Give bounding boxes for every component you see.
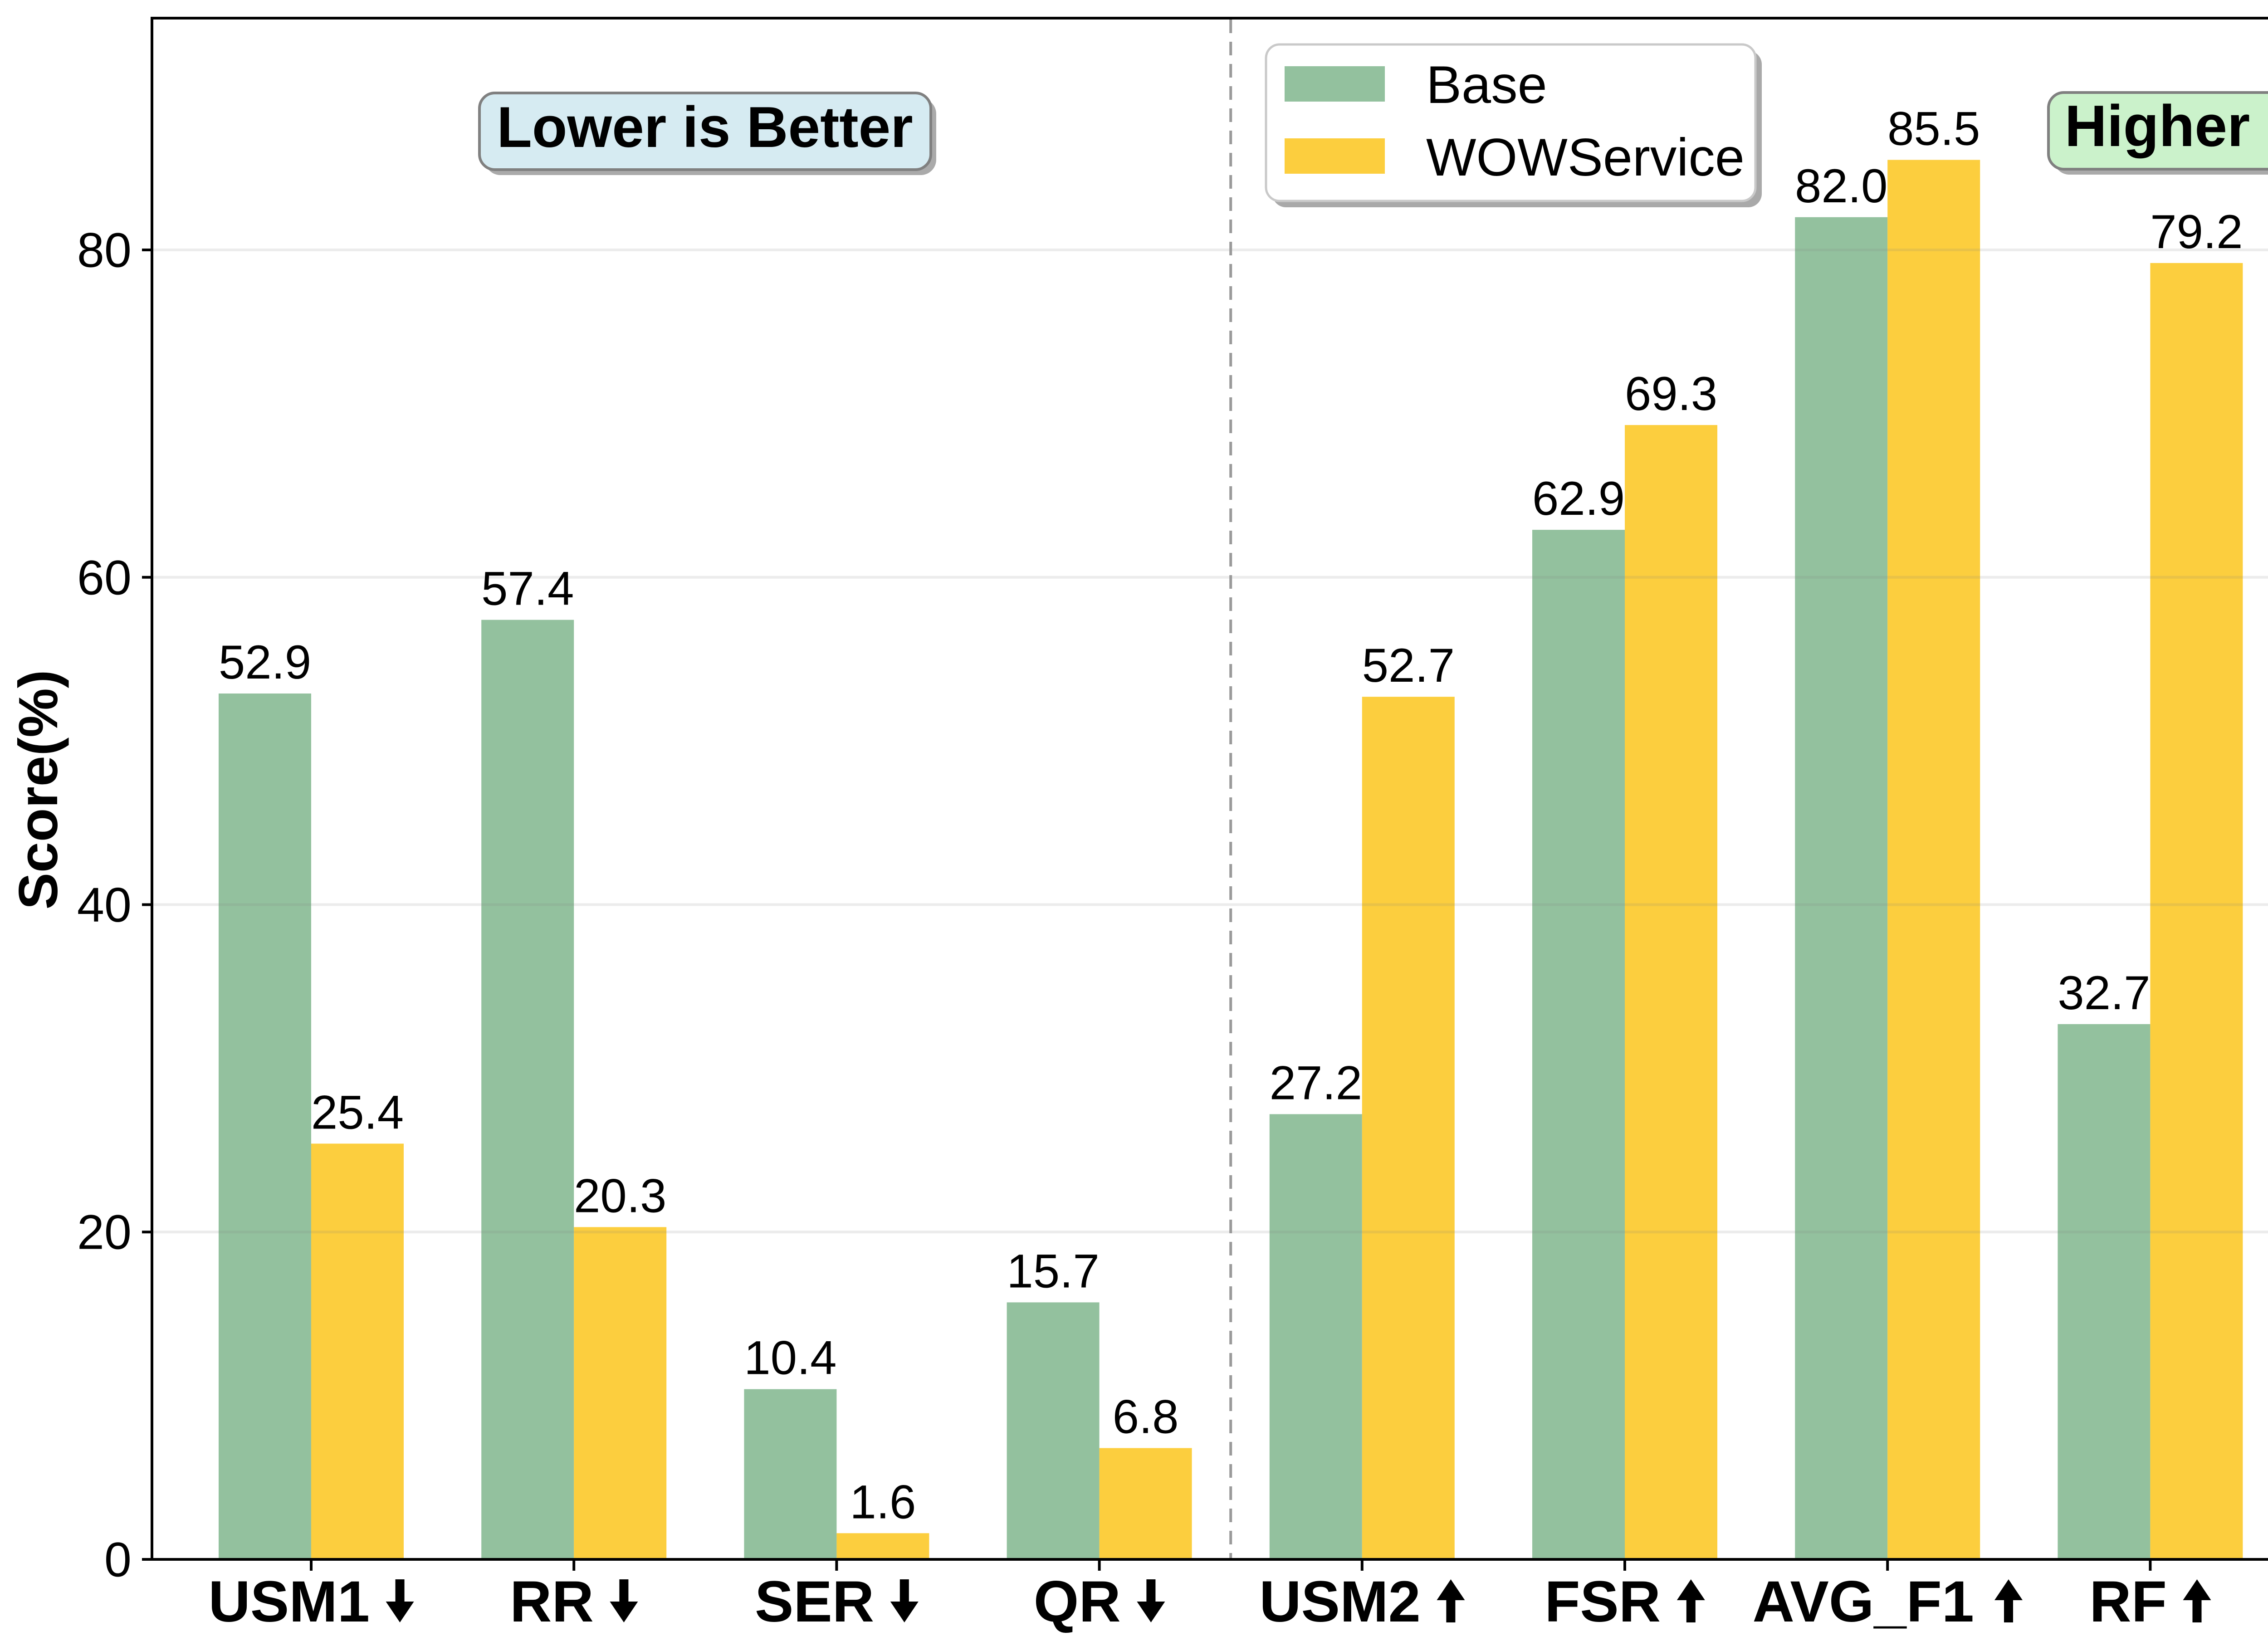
svg-text:USM1: USM1	[208, 1569, 370, 1634]
svg-text:AVG_F1: AVG_F1	[1753, 1569, 1974, 1634]
svg-text:RF: RF	[2089, 1569, 2167, 1634]
svg-text:60: 60	[77, 550, 132, 605]
svg-text:32.7: 32.7	[2058, 967, 2150, 1020]
svg-text:Higher is Better: Higher is Better	[2065, 93, 2268, 159]
svg-text:WOWService: WOWService	[1426, 127, 1745, 187]
svg-text:Base: Base	[1426, 55, 1547, 114]
svg-text:69.3: 69.3	[1625, 367, 1717, 420]
svg-text:62.9: 62.9	[1532, 472, 1625, 525]
svg-text:Lower is Better: Lower is Better	[497, 95, 913, 159]
svg-text:20.3: 20.3	[574, 1169, 666, 1222]
svg-text:1.6: 1.6	[850, 1475, 916, 1529]
svg-text:57.4: 57.4	[481, 562, 574, 615]
svg-text:SER: SER	[755, 1569, 874, 1634]
svg-text:80: 80	[77, 223, 132, 278]
svg-text:79.2: 79.2	[2150, 205, 2243, 259]
svg-text:QR: QR	[1034, 1569, 1121, 1634]
svg-text:15.7: 15.7	[1007, 1245, 1099, 1298]
svg-text:82.0: 82.0	[1795, 160, 1887, 213]
svg-text:40: 40	[77, 877, 132, 932]
svg-text:85.5: 85.5	[1887, 103, 1980, 156]
svg-text:6.8: 6.8	[1113, 1391, 1179, 1444]
svg-text:USM2: USM2	[1259, 1569, 1421, 1634]
svg-text:25.4: 25.4	[311, 1086, 404, 1139]
svg-text:RR: RR	[510, 1569, 594, 1634]
svg-text:0: 0	[104, 1532, 132, 1587]
svg-text:FSR: FSR	[1545, 1569, 1661, 1634]
svg-text:52.9: 52.9	[219, 636, 311, 689]
svg-text:52.7: 52.7	[1362, 639, 1455, 692]
svg-text:20: 20	[77, 1205, 132, 1260]
svg-text:10.4: 10.4	[744, 1332, 836, 1385]
svg-text:27.2: 27.2	[1270, 1056, 1362, 1109]
svg-text:Score(%): Score(%)	[7, 670, 69, 910]
